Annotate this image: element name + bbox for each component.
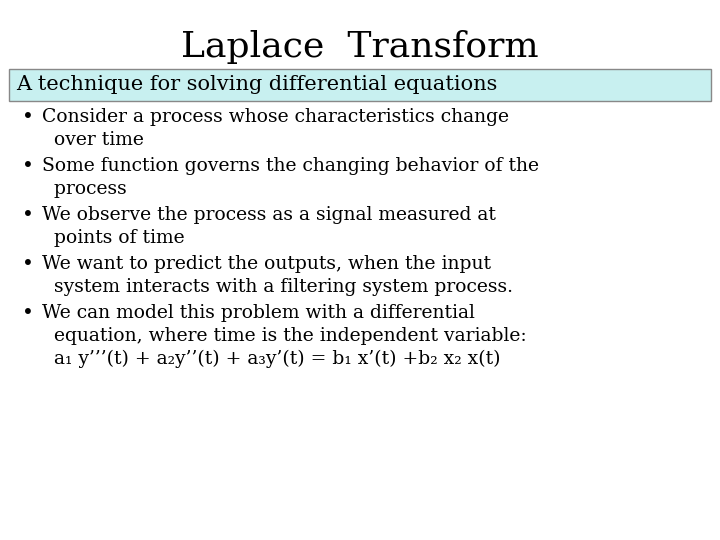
- Text: •: •: [22, 255, 34, 274]
- Text: We can model this problem with a differential
  equation, where time is the inde: We can model this problem with a differe…: [42, 304, 526, 368]
- Text: •: •: [22, 108, 34, 127]
- Text: •: •: [22, 206, 34, 225]
- Text: A technique for solving differential equations: A technique for solving differential equ…: [16, 76, 498, 94]
- Text: We want to predict the outputs, when the input
  system interacts with a filteri: We want to predict the outputs, when the…: [42, 255, 513, 296]
- Text: •: •: [22, 304, 34, 323]
- Text: •: •: [22, 157, 34, 176]
- Text: Consider a process whose characteristics change
  over time: Consider a process whose characteristics…: [42, 108, 509, 149]
- FancyBboxPatch shape: [9, 69, 711, 101]
- Text: Laplace  Transform: Laplace Transform: [181, 30, 539, 64]
- Text: Some function governs the changing behavior of the
  process: Some function governs the changing behav…: [42, 157, 539, 198]
- Text: We observe the process as a signal measured at
  points of time: We observe the process as a signal measu…: [42, 206, 496, 247]
